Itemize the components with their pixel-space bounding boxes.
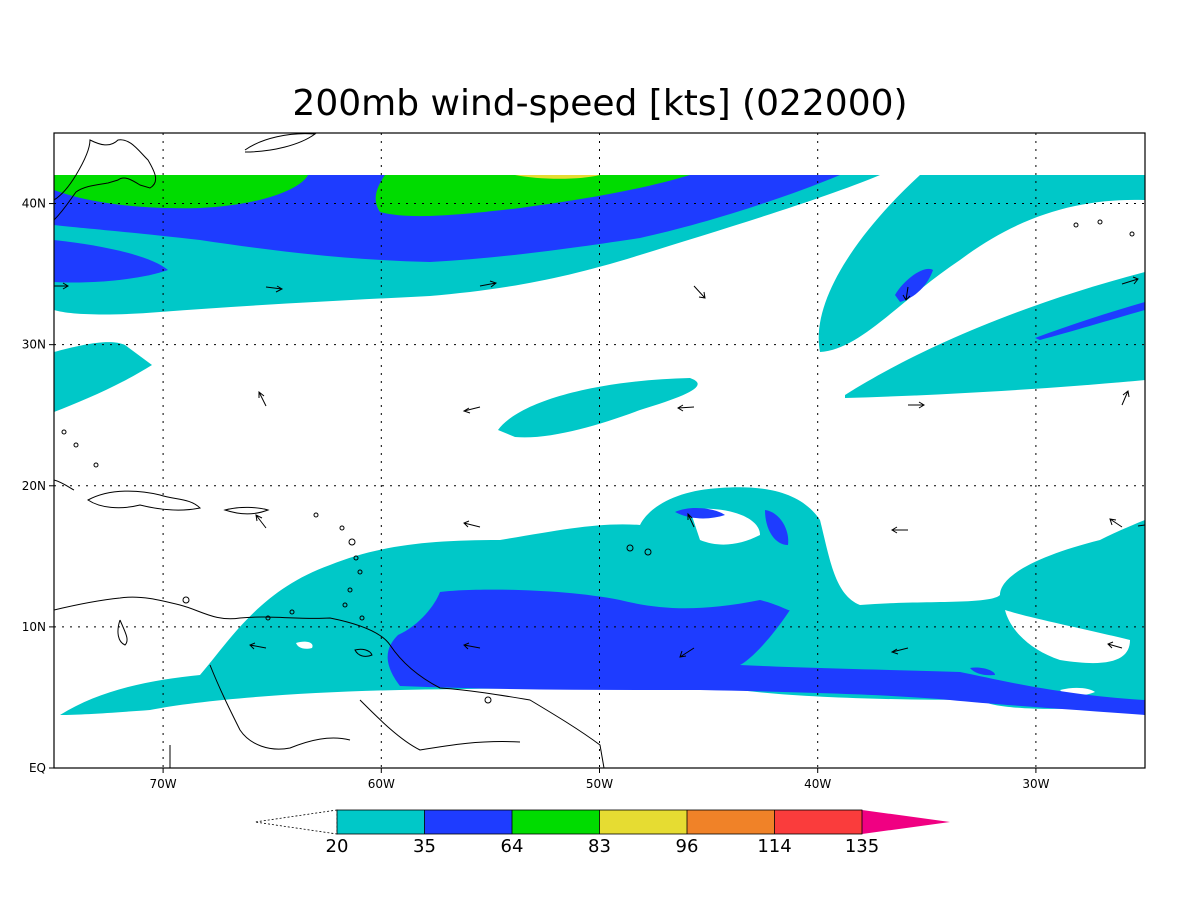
- wind-arrow: [463, 642, 481, 650]
- shade-west-jet-pocket: [54, 240, 168, 283]
- wind-arrow: [679, 647, 695, 658]
- coast-trinidad: [354, 648, 373, 657]
- shade-central-blob: [498, 378, 698, 438]
- latitude-tick-label: 10N: [22, 620, 46, 634]
- coastlines: [54, 133, 605, 768]
- latitude-tick-label: 40N: [22, 197, 46, 211]
- colorbar-label: 20: [326, 836, 349, 857]
- colorbar: 20 35 64 83 96 114 135: [254, 809, 950, 857]
- shade-tropical-core: [387, 589, 1145, 715]
- longitude-tick-label: 40W: [804, 777, 831, 791]
- no-data-top: [54, 133, 1145, 175]
- map-title: 200mb wind-speed [kts] (022000): [292, 83, 907, 124]
- coast-north-america: [54, 139, 157, 221]
- longitude-tick-labels: 70W 60W 50W 40W 30W: [150, 768, 1050, 791]
- coast-puerto-rico: [223, 506, 270, 515]
- longitude-tick-label: 50W: [586, 777, 613, 791]
- colorbar-swatch-20-35: [337, 810, 425, 834]
- colorbar-swatch-83-96: [599, 810, 687, 834]
- wind-arrow: [902, 286, 911, 301]
- caribbean-islands: [61, 219, 1135, 704]
- shade-east-band: [845, 272, 1145, 398]
- wind-arrow: [693, 285, 706, 299]
- shading-64-83kts: [54, 175, 690, 217]
- shade-small-blob: [970, 667, 995, 676]
- coast-cuba-east: [54, 479, 75, 491]
- coast-south-america: [54, 596, 605, 768]
- wind-arrow: [462, 406, 481, 414]
- wind-arrow: [687, 512, 695, 528]
- shade-central-max: [375, 175, 690, 217]
- wind-arrow: [1121, 276, 1139, 285]
- coast-nova-scotia: [244, 133, 317, 153]
- wind-arrow: [265, 285, 284, 293]
- shade-blob-35n: [895, 268, 933, 302]
- colorbar-labels: 20 35 64 83 96 114 135: [326, 836, 880, 857]
- wind-arrow: [677, 404, 695, 412]
- wind-arrow: [249, 642, 267, 650]
- wind-arrow: [1121, 390, 1130, 406]
- longitude-tick-label: 30W: [1022, 777, 1049, 791]
- colorbar-low-triangle: [254, 809, 338, 835]
- colorbar-label: 96: [676, 836, 699, 857]
- latitude-tick-label: 20N: [22, 479, 46, 493]
- shade-west-max: [54, 175, 308, 209]
- wind-arrow: [54, 282, 69, 290]
- colorbar-label: 83: [588, 836, 611, 857]
- wind-arrow: [891, 526, 908, 534]
- wind-arrow: [258, 390, 267, 407]
- shade-yellow-spot: [515, 175, 600, 179]
- shade-spiral-blob: [765, 510, 789, 545]
- colorbar-label: 64: [501, 836, 524, 857]
- coast-guianas-inner: [209, 664, 351, 750]
- colorbar-swatch-64-83: [512, 810, 600, 834]
- colorbar-high-triangle: [862, 810, 950, 834]
- colorbar-swatch-35-64: [424, 810, 512, 834]
- coast-lake-maracaibo: [117, 619, 128, 646]
- coast-hispaniola: [87, 490, 202, 511]
- colorbar-label: 35: [413, 836, 436, 857]
- coast-amazon-river: [359, 699, 521, 751]
- shade-west-blob: [54, 342, 152, 412]
- latitude-tick-label: EQ: [29, 761, 46, 775]
- latitude-tick-label: 30N: [22, 338, 46, 352]
- wind-arrow: [1109, 518, 1123, 528]
- longitude-tick-label: 60W: [368, 777, 395, 791]
- map-plot-area: [54, 133, 1145, 768]
- wind-arrow: [1137, 524, 1145, 527]
- colorbar-swatch-96-114: [687, 810, 775, 834]
- colorbar-label: 135: [845, 836, 879, 857]
- lat-lon-grid: [54, 133, 1145, 768]
- longitude-tick-label: 70W: [150, 777, 177, 791]
- shading-83-96kts: [515, 175, 600, 179]
- wind-arrow: [479, 280, 498, 288]
- wind-arrow: [908, 401, 925, 409]
- colorbar-swatch-114-135: [774, 810, 862, 834]
- wind-arrow: [255, 514, 267, 529]
- wind-vectors: [54, 276, 1145, 658]
- wind-arrow: [1107, 641, 1123, 649]
- wind-arrow: [463, 520, 481, 528]
- shade-streak-32n: [1035, 302, 1145, 340]
- wind-arrow: [890, 647, 909, 655]
- colorbar-dividers: [424, 810, 775, 834]
- latitude-tick-labels: 40N 30N 20N 10N EQ: [22, 197, 54, 775]
- colorbar-label: 114: [757, 836, 791, 857]
